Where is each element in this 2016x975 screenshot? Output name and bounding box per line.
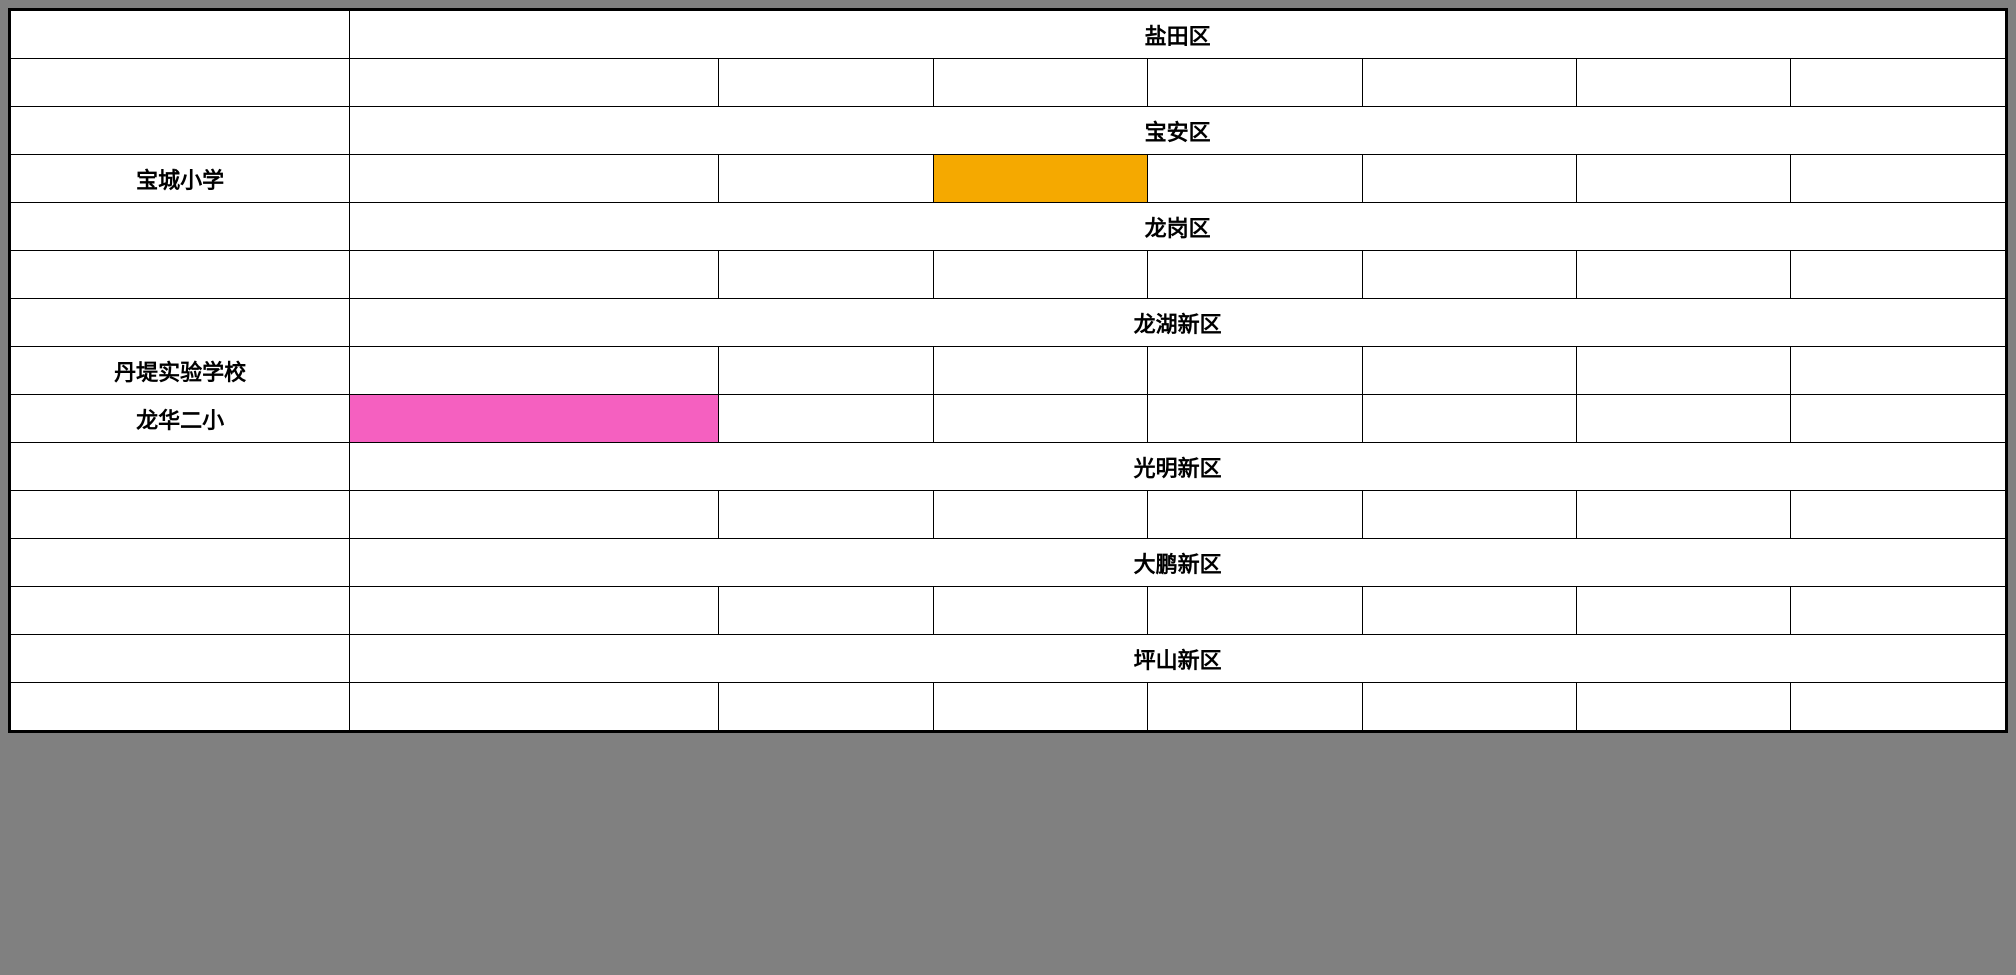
row-label xyxy=(11,491,350,539)
data-cell xyxy=(1791,683,2006,731)
data-cell xyxy=(1362,587,1576,635)
table-row: 宝安区 xyxy=(11,107,2006,155)
data-cell xyxy=(1791,395,2006,443)
district-header: 光明新区 xyxy=(350,443,2006,491)
data-cell xyxy=(719,587,933,635)
data-cell xyxy=(1362,491,1576,539)
district-header: 龙岗区 xyxy=(350,203,2006,251)
data-cell xyxy=(1577,251,1791,299)
data-cell xyxy=(1791,59,2006,107)
data-cell xyxy=(1791,587,2006,635)
data-cell xyxy=(1577,587,1791,635)
data-cell xyxy=(1362,59,1576,107)
data-cell xyxy=(719,347,933,395)
data-cell xyxy=(1577,347,1791,395)
data-cell xyxy=(1577,683,1791,731)
data-cell xyxy=(933,155,1147,203)
data-cell xyxy=(933,59,1147,107)
data-cell xyxy=(1362,251,1576,299)
data-cell xyxy=(350,395,719,443)
row-label xyxy=(11,635,350,683)
data-cell xyxy=(719,491,933,539)
data-cell xyxy=(933,491,1147,539)
data-cell xyxy=(1148,59,1362,107)
data-cell xyxy=(1148,395,1362,443)
row-label xyxy=(11,59,350,107)
data-cell xyxy=(719,155,933,203)
data-cell xyxy=(350,491,719,539)
data-cell xyxy=(933,395,1147,443)
table-row: 盐田区 xyxy=(11,11,2006,59)
row-label xyxy=(11,107,350,155)
data-cell xyxy=(1362,155,1576,203)
data-cell xyxy=(1362,395,1576,443)
row-label xyxy=(11,251,350,299)
row-label xyxy=(11,11,350,59)
data-cell xyxy=(350,155,719,203)
data-cell xyxy=(1362,347,1576,395)
data-cell xyxy=(719,395,933,443)
data-cell xyxy=(1577,491,1791,539)
table-row: 龙华二小 xyxy=(11,395,2006,443)
row-label: 龙华二小 xyxy=(11,395,350,443)
table-row: 大鹏新区 xyxy=(11,539,2006,587)
row-label xyxy=(11,203,350,251)
data-cell xyxy=(1148,587,1362,635)
data-cell xyxy=(933,347,1147,395)
table-row: 龙湖新区 xyxy=(11,299,2006,347)
data-cell xyxy=(1577,155,1791,203)
district-table-container: 盐田区宝安区宝城小学龙岗区龙湖新区丹堤实验学校龙华二小光明新区大鹏新区坪山新区 xyxy=(8,8,2008,733)
table-row: 宝城小学 xyxy=(11,155,2006,203)
data-cell xyxy=(933,251,1147,299)
data-cell xyxy=(1577,395,1791,443)
table-row: 龙岗区 xyxy=(11,203,2006,251)
table-row: 丹堤实验学校 xyxy=(11,347,2006,395)
table-row: 光明新区 xyxy=(11,443,2006,491)
data-cell xyxy=(350,683,719,731)
data-cell xyxy=(719,59,933,107)
row-label xyxy=(11,587,350,635)
table-row xyxy=(11,683,2006,731)
row-label: 丹堤实验学校 xyxy=(11,347,350,395)
data-cell xyxy=(1148,491,1362,539)
district-header: 盐田区 xyxy=(350,11,2006,59)
data-cell xyxy=(1791,155,2006,203)
district-header: 大鹏新区 xyxy=(350,539,2006,587)
data-cell xyxy=(350,59,719,107)
data-cell xyxy=(350,251,719,299)
data-cell xyxy=(350,587,719,635)
district-header: 坪山新区 xyxy=(350,635,2006,683)
data-cell xyxy=(933,587,1147,635)
table-row xyxy=(11,587,2006,635)
data-cell xyxy=(1148,155,1362,203)
table-row xyxy=(11,251,2006,299)
data-cell xyxy=(1362,683,1576,731)
data-cell xyxy=(719,251,933,299)
data-cell xyxy=(1791,251,2006,299)
row-label xyxy=(11,443,350,491)
table-row: 坪山新区 xyxy=(11,635,2006,683)
data-cell xyxy=(1577,59,1791,107)
data-cell xyxy=(1791,491,2006,539)
table-row xyxy=(11,491,2006,539)
row-label xyxy=(11,683,350,731)
district-table: 盐田区宝安区宝城小学龙岗区龙湖新区丹堤实验学校龙华二小光明新区大鹏新区坪山新区 xyxy=(10,10,2006,731)
row-label xyxy=(11,539,350,587)
data-cell xyxy=(1791,347,2006,395)
district-header: 龙湖新区 xyxy=(350,299,2006,347)
data-cell xyxy=(350,347,719,395)
table-row xyxy=(11,59,2006,107)
data-cell xyxy=(1148,683,1362,731)
data-cell xyxy=(1148,347,1362,395)
data-cell xyxy=(933,683,1147,731)
data-cell xyxy=(1148,251,1362,299)
row-label xyxy=(11,299,350,347)
data-cell xyxy=(719,683,933,731)
row-label: 宝城小学 xyxy=(11,155,350,203)
district-header: 宝安区 xyxy=(350,107,2006,155)
